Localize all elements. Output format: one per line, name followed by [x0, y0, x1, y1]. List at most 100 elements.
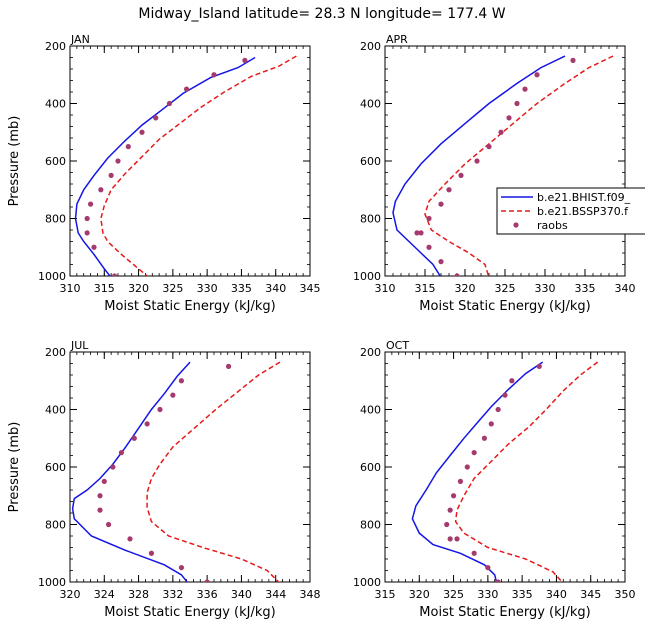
y-tick-label: 1000: [38, 270, 66, 283]
x-tick-label: 325: [162, 282, 183, 295]
plot-frame: [384, 45, 626, 277]
raobs-point: [98, 187, 104, 193]
hist-line: [392, 55, 566, 276]
legend-label: b.e21.BSSP370.f: [537, 205, 629, 218]
raobs-point: [178, 565, 185, 571]
raobs-point: [454, 273, 460, 276]
hist-line: [74, 56, 256, 276]
raobs-point: [101, 478, 107, 484]
y-tick-label: 800: [360, 519, 381, 532]
series-group: [392, 55, 614, 276]
raobs-point: [522, 86, 528, 92]
raobs-point: [471, 550, 477, 556]
x-axis-label: Moist Static Energy (kJ/kg): [419, 605, 590, 620]
x-tick-label: 335: [512, 588, 533, 601]
series-group: [71, 361, 281, 582]
raobs-point: [84, 215, 90, 222]
raobs-point: [118, 450, 125, 456]
panel-label: JUL: [70, 339, 89, 352]
hist-line: [71, 361, 191, 582]
panel-label: OCT: [386, 339, 409, 352]
x-tick-label: 340: [615, 282, 636, 295]
raobs-point: [446, 187, 452, 193]
panel-grid: JAN 310 315 320 325 330 335 340 345 200 400 600 800 1…: [7, 33, 636, 620]
x-tick-label: 344: [265, 588, 286, 601]
x-axis-label: Moist Static Energy (kJ/kg): [104, 299, 275, 314]
raobs-point: [170, 392, 176, 398]
raobs-point: [178, 378, 185, 384]
y-tick-label: 400: [360, 98, 381, 111]
x-tick-label: 330: [197, 282, 218, 295]
x-tick-label: 345: [300, 282, 321, 295]
raobs-point: [447, 536, 453, 542]
x-tick-label: 325: [495, 282, 516, 295]
x-tick-label: 320: [60, 588, 81, 601]
raobs-point: [444, 521, 450, 528]
raobs-point: [418, 230, 424, 236]
y-tick-label: 400: [360, 404, 381, 417]
y-tick-label: 600: [360, 155, 381, 168]
panel-label: APR: [386, 33, 408, 46]
raobs-point: [204, 579, 210, 582]
y-tick-label: 600: [45, 155, 66, 168]
ssp370-line: [146, 361, 281, 582]
raobs-point: [108, 172, 114, 178]
raobs-point: [536, 363, 542, 369]
hist-line: [411, 361, 544, 582]
y-tick-label: 800: [45, 519, 66, 532]
x-tick-label: 315: [94, 282, 115, 295]
x-tick-label: 330: [477, 588, 498, 601]
y-tick-label: 800: [360, 213, 381, 226]
y-axis-label: Pressure (mb): [7, 422, 22, 513]
raobs-point: [498, 129, 504, 135]
x-tick-label: 330: [535, 282, 556, 295]
series-group: [411, 361, 599, 582]
x-tick-label: 328: [128, 588, 149, 601]
raobs-point: [139, 129, 145, 135]
raobs-point: [97, 507, 103, 513]
y-tick-label: 1000: [353, 270, 381, 283]
raobs-point: [495, 406, 501, 413]
ssp370-line: [424, 55, 614, 276]
figure-title: Midway_Island latitude= 28.3 N longitude…: [138, 6, 505, 22]
plot-frame: [384, 351, 626, 583]
y-tick-label: 200: [45, 346, 66, 359]
y-axis-label: Pressure (mb): [7, 116, 22, 207]
x-tick-label: 310: [60, 282, 81, 295]
y-tick-label: 600: [45, 461, 66, 474]
raobs-point: [125, 144, 131, 150]
legend-label: b.e21.BHIST.f09_: [537, 191, 631, 204]
raobs-point: [84, 230, 90, 236]
raobs-point: [485, 565, 491, 571]
raobs-point: [471, 450, 477, 456]
x-tick-label: 345: [580, 588, 601, 601]
x-tick-label: 315: [415, 282, 436, 295]
raobs-point: [144, 421, 150, 427]
raobs-point: [127, 536, 133, 542]
raobs-point: [438, 259, 444, 265]
raobs-point: [111, 273, 118, 276]
raobs-point: [225, 363, 232, 369]
raobs-point: [534, 72, 540, 78]
y-tick-label: 400: [45, 404, 66, 417]
x-tick-label: 350: [615, 588, 636, 601]
x-tick-label: 348: [300, 588, 321, 601]
raobs-point: [87, 201, 94, 207]
raobs-point: [115, 158, 121, 164]
x-tick-label: 320: [409, 588, 430, 601]
raobs-point: [426, 244, 432, 250]
raobs-point: [488, 421, 494, 427]
y-tick-label: 200: [360, 40, 381, 53]
raobs-point: [454, 536, 460, 542]
x-axis-label: Moist Static Energy (kJ/kg): [419, 299, 590, 314]
raobs-point: [242, 57, 248, 63]
y-tick-label: 200: [360, 346, 381, 359]
raobs-point: [474, 158, 480, 164]
x-axis-label: Moist Static Energy (kJ/kg): [104, 605, 275, 620]
y-tick-label: 1000: [353, 576, 381, 589]
raobs-point: [211, 72, 217, 78]
y-tick-label: 600: [360, 461, 381, 474]
raobs-point: [514, 100, 520, 107]
